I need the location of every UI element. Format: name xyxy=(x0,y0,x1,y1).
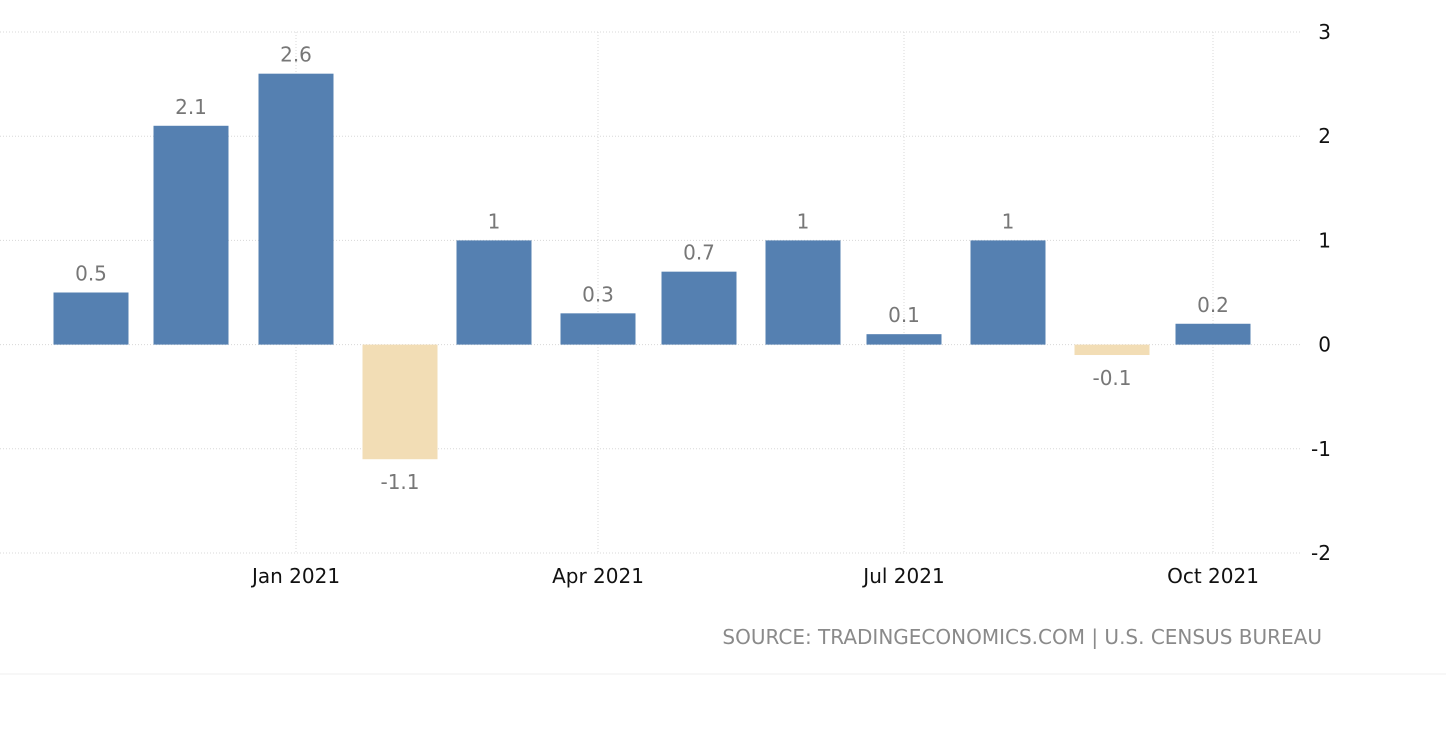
bar xyxy=(362,344,438,460)
x-tick-label: Jul 2021 xyxy=(861,564,944,588)
bar xyxy=(1074,344,1150,356)
data-label: 1 xyxy=(488,209,501,233)
data-label: 0.5 xyxy=(75,262,107,286)
y-axis: 3 2 1 0 -1 -2 xyxy=(1311,20,1331,565)
data-labels: 0.5 2.1 2.6 -1.1 1 0.3 0.7 1 0.1 1 -0.1 0.2 xyxy=(75,43,1229,495)
data-label: 0.1 xyxy=(888,303,920,327)
y-tick-label: -1 xyxy=(1311,437,1331,461)
data-label: 0.7 xyxy=(683,241,715,265)
y-tick-label: 0 xyxy=(1318,333,1331,357)
data-label: 2.1 xyxy=(175,95,207,119)
bar xyxy=(1175,323,1251,345)
data-label: 2.6 xyxy=(280,43,312,67)
data-label: 1 xyxy=(1002,209,1015,233)
bar xyxy=(970,240,1046,345)
source-note: SOURCE: TRADINGECONOMICS.COM | U.S. CENS… xyxy=(722,625,1322,649)
x-tick-label: Jan 2021 xyxy=(250,564,340,588)
bar xyxy=(53,292,129,345)
y-tick-label: 1 xyxy=(1318,228,1331,252)
bar xyxy=(866,334,942,345)
bar xyxy=(661,271,737,345)
data-label: -1.1 xyxy=(380,470,419,494)
bar xyxy=(560,313,636,345)
bar xyxy=(258,73,334,345)
bar xyxy=(153,125,229,345)
x-axis: Jan 2021 Apr 2021 Jul 2021 Oct 2021 xyxy=(250,564,1259,588)
data-label: 0.2 xyxy=(1197,293,1229,317)
bar xyxy=(456,240,532,345)
y-tick-label: -2 xyxy=(1311,541,1331,565)
data-label: 0.3 xyxy=(582,282,614,306)
data-label: -0.1 xyxy=(1092,366,1131,390)
x-tick-label: Oct 2021 xyxy=(1167,564,1259,588)
bar-series xyxy=(53,73,1251,460)
x-tick-label: Apr 2021 xyxy=(552,564,644,588)
y-tick-label: 2 xyxy=(1318,124,1331,148)
data-label: 1 xyxy=(797,209,810,233)
y-tick-label: 3 xyxy=(1318,20,1331,44)
bar xyxy=(765,240,841,345)
